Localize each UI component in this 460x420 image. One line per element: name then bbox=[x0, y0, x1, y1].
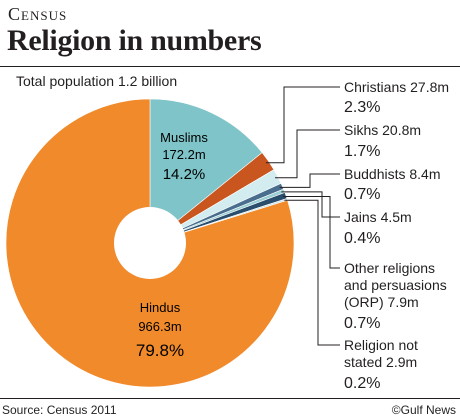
leader-line-sikhs bbox=[275, 129, 340, 179]
label-hindus-pct: 79.8% bbox=[136, 341, 184, 360]
label-hindus-count: 966.3m bbox=[138, 319, 181, 334]
label-muslims-name: Muslims bbox=[160, 130, 208, 145]
label-not-stated-pct: 0.2% bbox=[344, 375, 380, 392]
label-other-line3: (ORP) 7.9m bbox=[344, 294, 419, 310]
label-hindus-name: Hindus bbox=[140, 300, 181, 315]
label-christians-pct: 2.3% bbox=[344, 99, 380, 116]
leader-line-christians bbox=[265, 86, 340, 164]
donut-hole bbox=[114, 207, 186, 279]
label-not-stated-line1: Religion not bbox=[344, 337, 418, 353]
label-muslims-count: 172.2m bbox=[162, 147, 205, 162]
label-buddhists-line1: Buddhists 8.4m bbox=[344, 166, 441, 182]
label-other-line1: Other religions bbox=[344, 260, 435, 276]
label-jains-pct: 0.4% bbox=[344, 230, 380, 247]
label-not-stated-line2: stated 2.9m bbox=[344, 354, 417, 370]
footer-divider bbox=[0, 398, 460, 399]
total-population-label: Total population 1.2 billion bbox=[16, 73, 178, 89]
label-muslims-pct: 14.2% bbox=[163, 166, 206, 183]
label-other-pct: 0.7% bbox=[344, 315, 380, 332]
leader-lines bbox=[265, 86, 340, 346]
leader-line-other bbox=[283, 196, 340, 269]
leader-line-not-stated bbox=[284, 199, 340, 346]
credit-note: ©Gulf News bbox=[391, 403, 456, 417]
leader-line-buddhists bbox=[279, 173, 340, 188]
section-kicker: Census bbox=[8, 4, 68, 24]
label-sikhs-pct: 1.7% bbox=[344, 143, 380, 160]
label-christians-line1: Christians 27.8m bbox=[344, 79, 449, 95]
label-other-line2: and persuasions bbox=[344, 277, 447, 293]
label-buddhists-pct: 0.7% bbox=[344, 186, 380, 203]
source-note: Source: Census 2011 bbox=[2, 403, 117, 417]
header-divider bbox=[0, 66, 460, 67]
page-title: Religion in numbers bbox=[7, 24, 262, 57]
pie-slice-muslims bbox=[149, 98, 263, 244]
label-jains-line1: Jains 4.5m bbox=[344, 209, 412, 225]
label-sikhs-line1: Sikhs 20.8m bbox=[344, 122, 421, 138]
leader-line-jains bbox=[281, 191, 340, 218]
